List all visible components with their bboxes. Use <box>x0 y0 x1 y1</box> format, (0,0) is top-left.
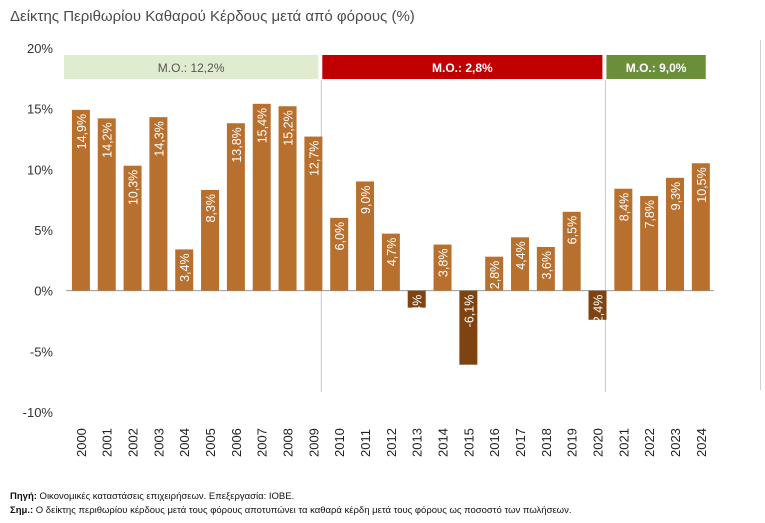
x-tick-label: 2010 <box>332 428 347 457</box>
data-label: 14,2% <box>101 122 115 157</box>
bar-2024 <box>691 163 710 291</box>
bar-2010 <box>330 217 349 291</box>
y-tick-label: 10% <box>27 162 53 177</box>
period-band-label: Μ.Ο.: 9,0% <box>626 61 687 75</box>
bar-2018 <box>536 246 555 291</box>
y-tick-label: 20% <box>27 41 53 56</box>
x-tick-label: 2005 <box>203 428 218 457</box>
data-label: 4,4% <box>514 241 528 270</box>
bar-2023 <box>666 177 685 291</box>
bar-2002 <box>123 165 142 291</box>
x-tick-label: 2009 <box>306 428 321 457</box>
data-label: 3,4% <box>178 253 192 282</box>
data-label: -2,4% <box>592 295 606 328</box>
bar-2017 <box>511 237 530 291</box>
bar-2006 <box>226 123 245 291</box>
bar-2015 <box>459 290 478 365</box>
data-label: 6,0% <box>333 222 347 251</box>
x-tick-label: 2006 <box>229 428 244 457</box>
x-tick-label: 2004 <box>177 428 192 457</box>
data-label: 10,3% <box>127 170 141 205</box>
x-tick-label: 2017 <box>513 428 528 457</box>
x-tick-label: 2002 <box>126 428 141 457</box>
bar-2000 <box>71 109 90 291</box>
x-tick-label: 2019 <box>565 428 580 457</box>
data-label: 10,5% <box>695 167 709 202</box>
x-tick-label: 2023 <box>668 428 683 457</box>
bar-chart: Μ.Ο.: 12,2% Μ.Ο.: 2,8% Μ.Ο.: 9,0% 20% 15% 10%… <box>23 41 714 457</box>
data-label: -1,4% <box>411 295 425 328</box>
y-tick-label: 15% <box>27 102 53 117</box>
note-label: Σημ.: <box>10 505 34 516</box>
x-tick-label: 2013 <box>410 428 425 457</box>
x-tick-label: 2011 <box>358 429 373 457</box>
bar-2021 <box>614 188 633 291</box>
x-tick-label: 2014 <box>436 428 451 457</box>
period-band <box>322 55 603 79</box>
bar-2014 <box>433 244 452 291</box>
source-text: Οικονομικές καταστάσεις επιχειρήσεων. Επ… <box>36 491 295 502</box>
period-band-label: Μ.Ο.: 12,2% <box>158 61 225 75</box>
x-tick-label: 2008 <box>281 428 296 457</box>
x-tick-label: 2003 <box>151 428 166 457</box>
data-label: 9,0% <box>359 185 373 214</box>
bar-2016 <box>485 256 504 291</box>
data-label: 8,3% <box>204 194 218 223</box>
bar-2004 <box>175 249 194 291</box>
source-note: Πηγή: Οικονομικές καταστάσεις επιχειρήσε… <box>10 491 294 502</box>
x-tick-label: 2000 <box>74 428 89 457</box>
data-label: 15,4% <box>256 108 270 143</box>
data-label: 3,8% <box>437 249 451 278</box>
data-label: 3,6% <box>540 251 554 280</box>
x-tick-label: 2021 <box>616 428 631 457</box>
data-label: 13,8% <box>230 127 244 162</box>
y-tick-label: 5% <box>34 223 53 238</box>
note-text: Ο δείκτης περιθωρίου κέρδους μετά τους φ… <box>33 505 572 516</box>
chart-border <box>760 40 763 390</box>
methodology-note: Σημ.: Ο δείκτης περιθωρίου κέρδους μετά … <box>10 505 572 516</box>
x-tick-label: 2020 <box>591 428 606 457</box>
data-label: 4,7% <box>385 238 399 267</box>
x-tick-label: 2016 <box>487 428 502 457</box>
data-label: 12,7% <box>307 141 321 176</box>
y-tick-label: -10% <box>23 405 54 420</box>
source-label: Πηγή: <box>10 491 37 502</box>
bar-2003 <box>149 117 168 291</box>
bar-2009 <box>304 136 323 291</box>
x-tick-label: 2001 <box>100 428 115 457</box>
data-label: 15,2% <box>282 110 296 145</box>
data-label: 2,8% <box>488 261 502 290</box>
chart-title: Δείκτης Περιθωρίου Καθαρού Κέρδους μετά … <box>10 8 415 25</box>
bar-2001 <box>97 118 116 291</box>
data-label: 9,3% <box>669 182 683 211</box>
bar-2012 <box>381 233 400 291</box>
data-label: -6,1% <box>462 295 476 328</box>
data-label: 7,8% <box>643 200 657 229</box>
period-band <box>64 55 319 79</box>
data-label: 6,5% <box>566 216 580 245</box>
x-tick-label: 2024 <box>694 428 709 457</box>
data-label: 14,3% <box>152 121 166 156</box>
bar-2022 <box>640 196 659 291</box>
bar-2019 <box>562 211 581 291</box>
bar-2005 <box>201 189 220 291</box>
x-tick-label: 2007 <box>255 428 270 457</box>
bar-2007 <box>252 103 271 291</box>
x-tick-label: 2018 <box>539 428 554 457</box>
y-tick-label: 0% <box>34 284 53 299</box>
bar-2020 <box>588 290 607 320</box>
period-band <box>606 55 706 79</box>
data-label: 8,4% <box>617 193 631 222</box>
x-tick-label: 2022 <box>642 428 657 457</box>
x-tick-label: 2012 <box>384 428 399 457</box>
x-tick-label: 2015 <box>461 428 476 457</box>
y-tick-label: -5% <box>30 344 54 359</box>
bar-2008 <box>278 106 297 291</box>
data-label: 14,9% <box>75 114 89 149</box>
period-band-label: Μ.Ο.: 2,8% <box>432 61 493 75</box>
bar-2011 <box>356 181 375 291</box>
bar-2013 <box>407 290 426 308</box>
